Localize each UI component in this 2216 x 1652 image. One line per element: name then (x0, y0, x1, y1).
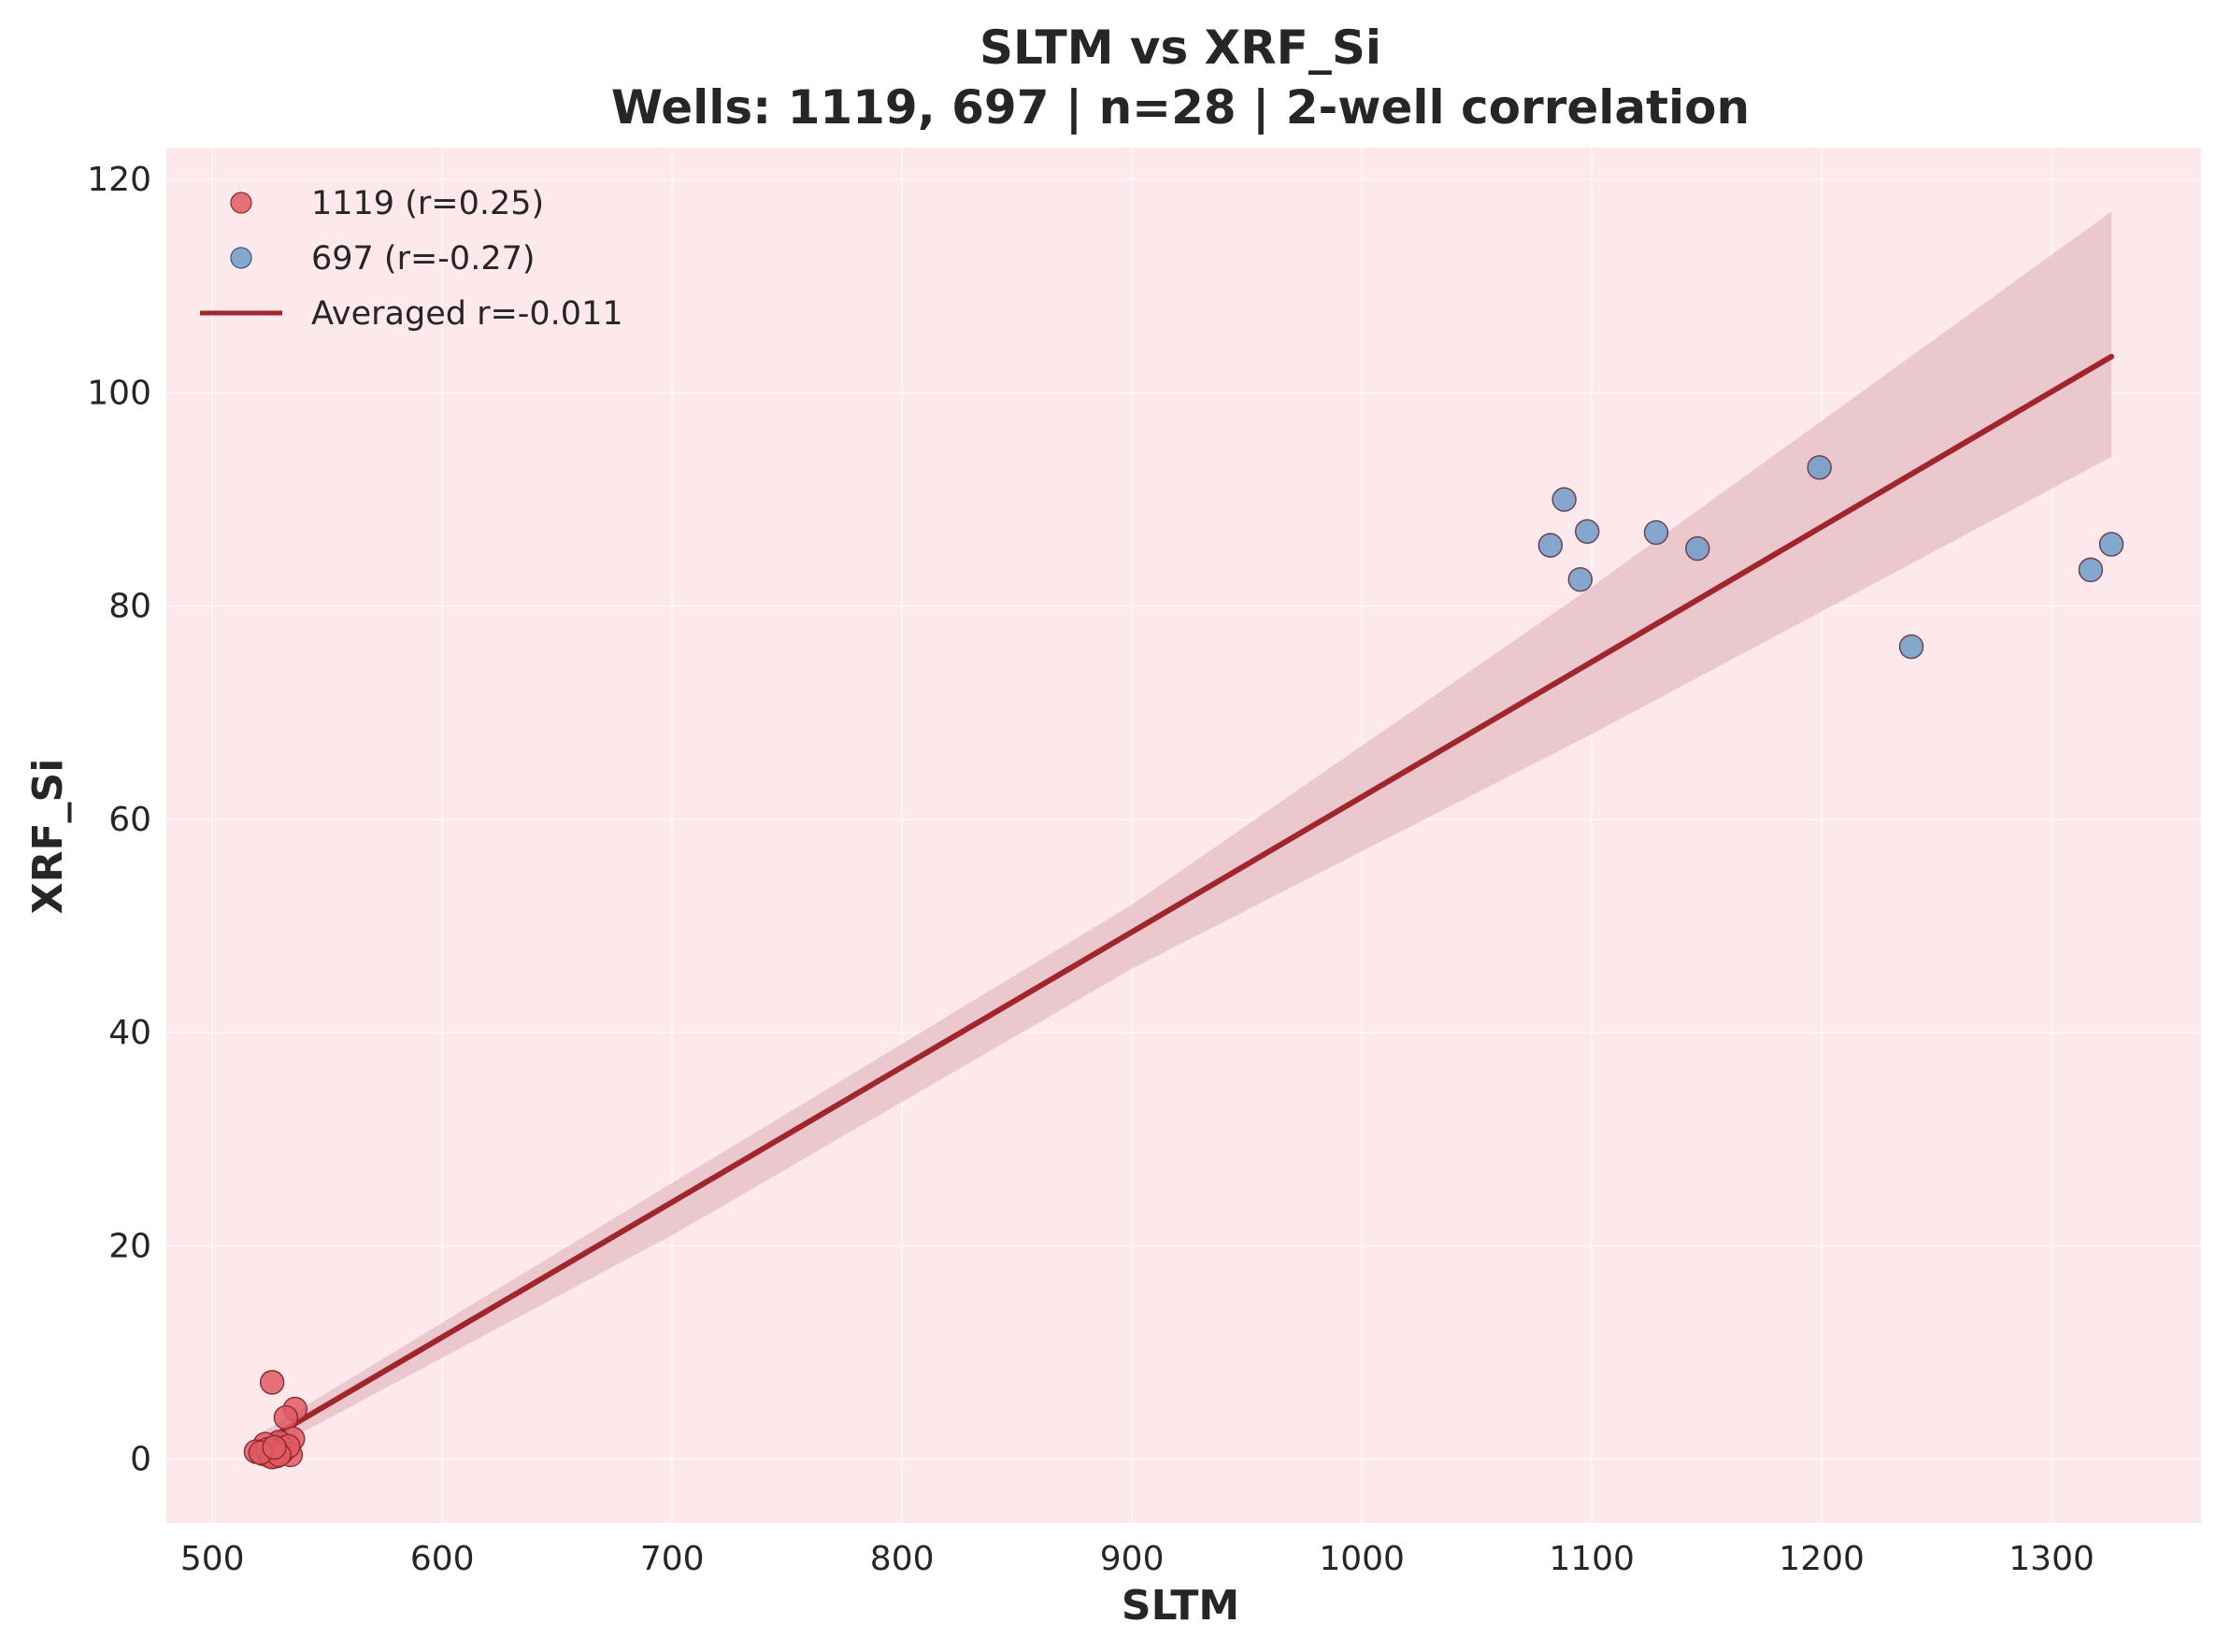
data-point (2098, 532, 2124, 557)
x-tick-label: 800 (870, 1540, 935, 1578)
x-axis-label: SLTM (1122, 1582, 1239, 1630)
data-point (262, 1434, 287, 1460)
x-tick-label: 500 (180, 1540, 245, 1578)
y-tick-label: 120 (87, 161, 151, 199)
y-tick-label: 40 (108, 1014, 151, 1052)
legend: 1119 (r=0.25) 697 (r=-0.27) Averaged r=-… (200, 185, 623, 333)
confidence-band-area (258, 211, 2112, 1457)
y-tick-label: 100 (87, 374, 151, 412)
data-point (1643, 520, 1669, 546)
x-tick-label: 600 (410, 1540, 475, 1578)
y-tick-label: 60 (108, 801, 151, 839)
y-tick-label: 80 (108, 588, 151, 626)
y-tick-label: 0 (130, 1441, 151, 1479)
data-point (1567, 566, 1594, 592)
x-tick-label: 1200 (1779, 1540, 1865, 1578)
data-point (1537, 533, 1564, 558)
grid (166, 148, 2201, 1523)
data-point (1551, 487, 1577, 512)
legend-label-1119: 1119 (r=0.25) (311, 185, 544, 222)
y-tick-label: 20 (108, 1227, 151, 1265)
legend-marker-697 (230, 247, 252, 269)
x-tick-label: 1300 (2009, 1540, 2094, 1578)
chart-title: SLTM vs XRF_Si (979, 21, 1381, 75)
y-axis-label: XRF_Si (24, 759, 72, 915)
chart-subtitle: Wells: 1119, 697 | n=28 | 2-well correla… (611, 80, 1750, 135)
y-axis-ticks: 0 20 40 60 80 100 120 (87, 161, 151, 1478)
x-tick-label: 900 (1100, 1540, 1165, 1578)
x-tick-label: 1100 (1549, 1540, 1635, 1578)
data-point (1575, 519, 1600, 544)
data-point (273, 1404, 299, 1431)
x-axis-ticks: 500 600 700 800 900 1000 1100 1200 1300 (180, 1540, 2094, 1578)
confidence-band (258, 211, 2112, 1457)
legend-marker-1119 (230, 192, 252, 214)
regression-line (255, 353, 2115, 1448)
x-tick-label: 700 (640, 1540, 705, 1578)
legend-label-fit-line: Averaged r=-0.011 (311, 295, 623, 333)
legend-label-697: 697 (r=-0.27) (311, 240, 536, 278)
x-tick-label: 1000 (1319, 1540, 1405, 1578)
data-point (1807, 455, 1832, 480)
data-point (259, 1370, 285, 1395)
fit-line-layer (255, 353, 2115, 1448)
points-layer (243, 455, 2124, 1470)
data-point (1685, 535, 1710, 562)
data-point (1898, 634, 1924, 660)
data-point (2078, 557, 2104, 583)
